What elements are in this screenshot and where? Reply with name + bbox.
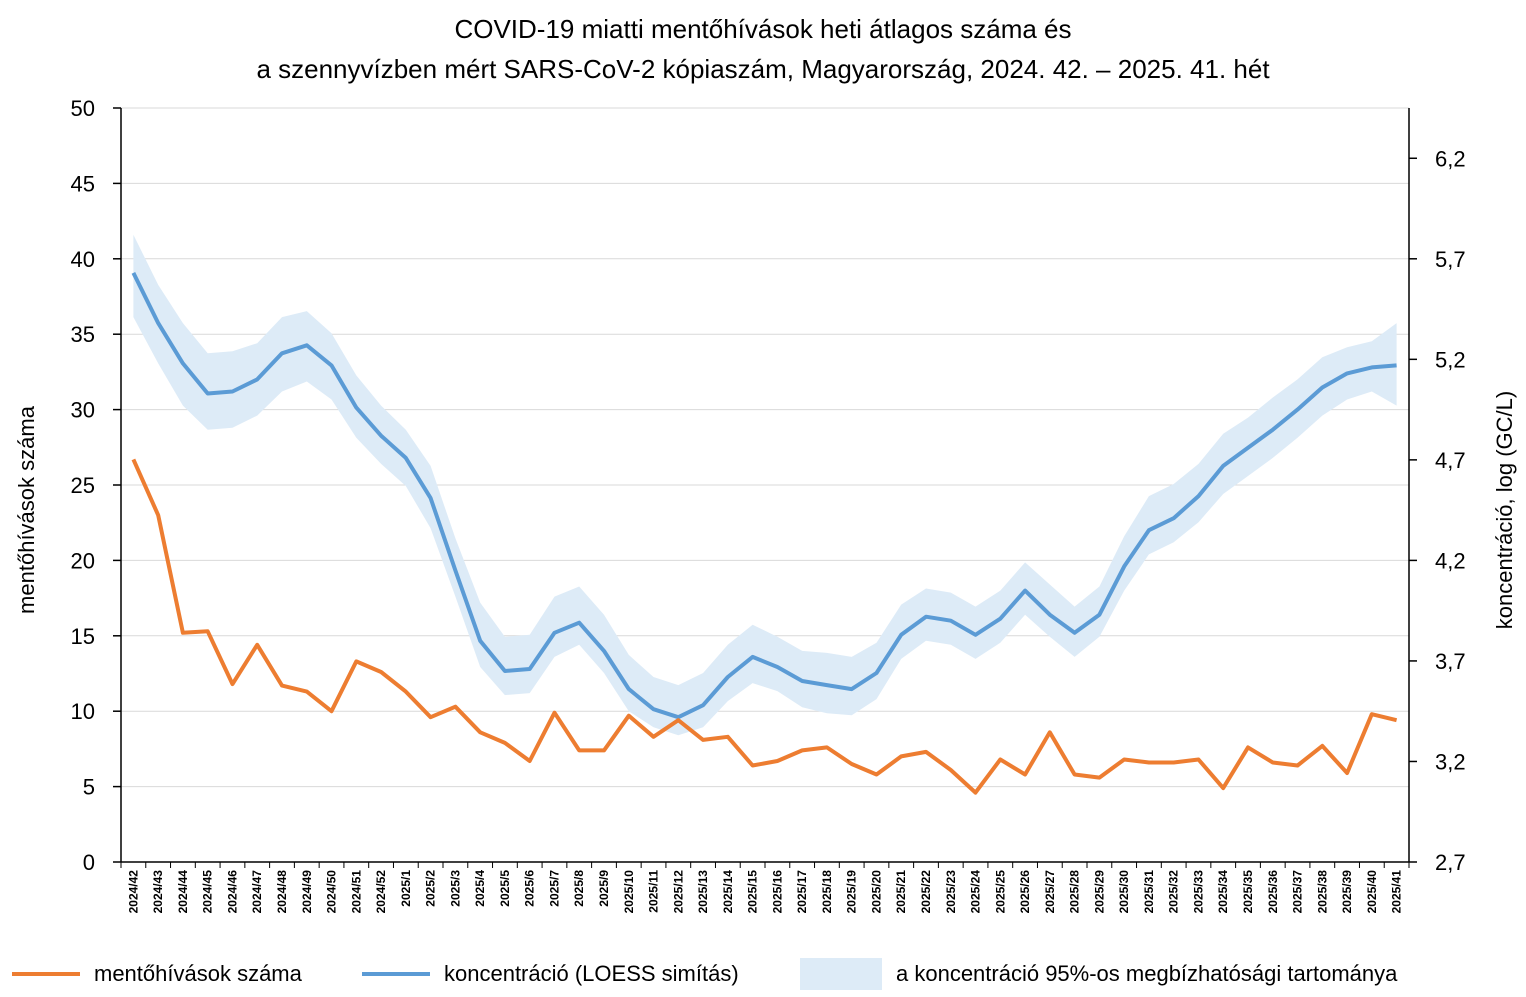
x-tick-label: 2025/40 (1365, 870, 1379, 914)
x-tick-label: 2025/12 (671, 870, 685, 914)
left-tick-label: 45 (71, 171, 95, 196)
left-axis-ticks: 0 5 10 15 20 25 30 35 40 45 50 (71, 96, 95, 875)
x-tick-label: 2025/33 (1191, 870, 1205, 914)
x-tick-label: 2025/34 (1216, 870, 1230, 914)
right-axis-label: koncentráció, log (GC/L) (1492, 391, 1517, 629)
x-tick-label: 2024/44 (176, 870, 190, 914)
right-tick-label: 4,2 (1435, 548, 1466, 573)
right-tick-label: 5,7 (1435, 247, 1466, 272)
right-tick-label: 3,2 (1435, 749, 1466, 774)
x-tick-label: 2025/3 (448, 870, 462, 907)
x-tick-label: 2025/9 (597, 870, 611, 907)
x-tick-label: 2025/25 (993, 870, 1007, 914)
ambulance-calls-line (131, 458, 1398, 795)
left-tick-label: 30 (71, 398, 95, 423)
x-tick-label: 2024/45 (201, 870, 215, 914)
legend: mentőhívások száma koncentráció (LOESS s… (0, 956, 1526, 992)
axes (113, 107, 1417, 868)
legend-label-loess: koncentráció (LOESS simítás) (444, 961, 739, 986)
right-axis-ticks: 2,7 3,2 3,7 4,2 4,7 5,2 5,7 6,2 (1435, 146, 1466, 875)
x-tick-label: 2024/48 (275, 870, 289, 914)
x-tick-label: 2025/41 (1390, 870, 1404, 914)
x-tick-label: 2024/42 (126, 870, 140, 914)
left-axis-label: mentőhívások száma (14, 405, 39, 614)
x-tick-label: 2025/21 (894, 870, 908, 914)
x-tick-label: 2024/47 (250, 870, 264, 914)
x-tick-label: 2025/5 (498, 870, 512, 907)
x-tick-label: 2024/49 (300, 870, 314, 914)
x-tick-label: 2025/17 (795, 870, 809, 914)
x-tick-label: 2025/30 (1117, 870, 1131, 914)
x-tick-label: 2025/1 (399, 870, 413, 907)
left-tick-label: 40 (71, 247, 95, 272)
left-tick-label: 25 (71, 473, 95, 498)
x-tick-label: 2025/11 (647, 870, 661, 913)
x-tick-label: 2025/10 (622, 870, 636, 914)
x-tick-label: 2025/15 (746, 870, 760, 914)
x-tick-label: 2024/52 (374, 870, 388, 914)
legend-label-band: a koncentráció 95%-os megbízhatósági tar… (896, 961, 1398, 986)
x-tick-label: 2025/20 (869, 870, 883, 914)
x-tick-label: 2025/7 (547, 870, 561, 907)
legend-label-calls: mentőhívások száma (94, 961, 302, 986)
x-tick-label: 2024/43 (151, 870, 165, 914)
x-tick-label: 2025/27 (1043, 870, 1057, 914)
right-tick-label: 6,2 (1435, 146, 1466, 171)
x-tick-label: 2025/6 (523, 870, 537, 907)
x-tick-label: 2025/14 (721, 870, 735, 914)
x-axis-ticks: 2024/42 2024/43 2024/44 2024/45 2024/46 2024/… (126, 870, 1403, 914)
x-tick-label: 2025/36 (1266, 870, 1280, 914)
x-tick-label: 2025/32 (1167, 870, 1181, 914)
left-tick-label: 10 (71, 699, 95, 724)
x-tick-label: 2025/19 (845, 870, 859, 914)
left-tick-label: 35 (71, 322, 95, 347)
x-tick-label: 2025/8 (572, 870, 586, 907)
x-tick-label: 2025/31 (1142, 870, 1156, 914)
legend-item-band: a koncentráció 95%-os megbízhatósági tar… (800, 956, 1397, 992)
x-tick-label: 2025/4 (473, 870, 487, 907)
x-tick-label: 2024/46 (225, 870, 239, 914)
left-tick-label: 50 (71, 96, 95, 121)
left-tick-label: 15 (71, 624, 95, 649)
x-tick-label: 2025/2 (424, 870, 438, 907)
x-tick-label: 2025/29 (1092, 870, 1106, 914)
x-tick-label: 2025/38 (1315, 870, 1329, 914)
x-tick-label: 2025/16 (770, 870, 784, 914)
x-tick-label: 2025/35 (1241, 870, 1255, 914)
concentration-line (131, 272, 1397, 720)
legend-item-calls: mentőhívások száma (12, 956, 302, 992)
legend-item-loess: koncentráció (LOESS simítás) (362, 956, 739, 992)
left-tick-label: 5 (83, 775, 95, 800)
x-tick-label: 2024/51 (349, 870, 363, 914)
x-tick-label: 2025/26 (1018, 870, 1032, 914)
x-tick-label: 2025/22 (919, 870, 933, 914)
legend-swatch-loess (362, 972, 430, 976)
legend-swatch-band (800, 958, 882, 990)
x-tick-label: 2025/37 (1291, 870, 1305, 914)
confidence-band (133, 234, 1397, 736)
right-tick-label: 3,7 (1435, 649, 1466, 674)
x-tick-label: 2025/13 (696, 870, 710, 914)
chart-subtitle: a szennyvízben mért SARS-CoV-2 kópiaszám… (256, 54, 1270, 84)
right-tick-label: 2,7 (1435, 850, 1466, 875)
x-tick-label: 2025/39 (1340, 870, 1354, 914)
chart-title: COVID-19 miatti mentőhívások heti átlago… (454, 14, 1072, 44)
x-tick-label: 2025/28 (1068, 870, 1082, 914)
x-tick-label: 2025/23 (944, 870, 958, 914)
left-tick-label: 20 (71, 548, 95, 573)
x-tick-label: 2025/24 (969, 870, 983, 914)
legend-swatch-calls (12, 972, 80, 976)
x-tick-label: 2024/50 (325, 870, 339, 914)
x-tick-label: 2025/18 (820, 870, 834, 914)
right-tick-label: 4,7 (1435, 448, 1466, 473)
left-tick-label: 0 (83, 850, 95, 875)
right-tick-label: 5,2 (1435, 347, 1466, 372)
